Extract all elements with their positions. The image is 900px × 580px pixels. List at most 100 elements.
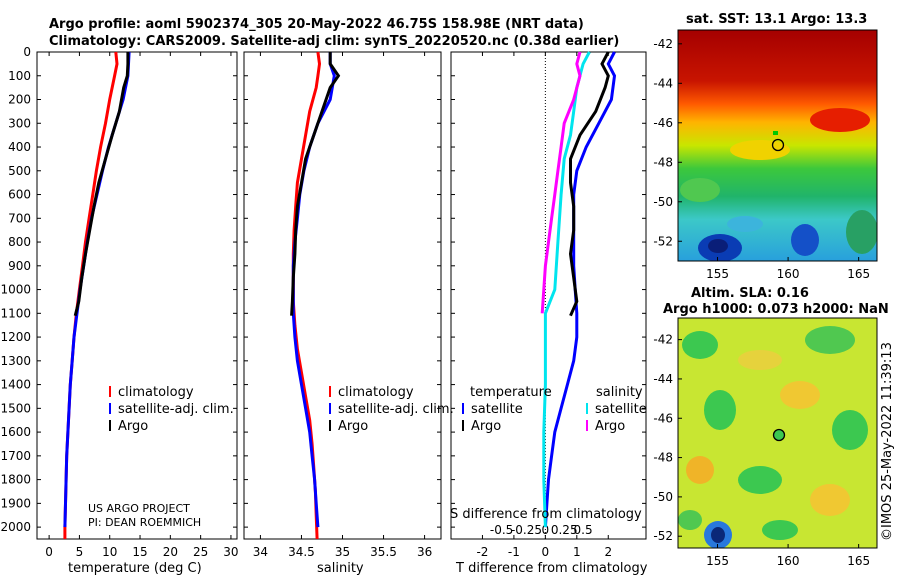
plot-frame [36,51,238,540]
x-tick-label: 10 [102,545,117,559]
y-tick-label: 100 [8,69,31,83]
series-climatology [63,51,119,539]
map-y-tick-label: -50 [653,195,673,209]
map-y-tick-label: -48 [653,451,673,465]
sla-float-marker [772,428,786,442]
legend-label: climatology [118,385,194,400]
y-tick-label: 1500 [0,401,31,415]
y-tick-label: 900 [8,259,31,273]
x-tick-label: -1 [508,545,520,559]
x-tick-label: 25 [193,545,208,559]
x-tick-label: 2 [604,545,612,559]
y-tick-label: 200 [8,93,31,107]
figure-title-line2: Climatology: CARS2009. Satellite-adj cli… [49,34,619,49]
map-x-tick-label: 165 [847,267,870,281]
map-y-tick-label: -44 [653,76,673,90]
x-tick-label: 1 [573,545,581,559]
y-tick-label: 1300 [0,354,31,368]
credit-line1: US ARGO PROJECT [88,502,190,515]
legend-label: satellite [595,402,647,417]
s-tick-label: -0.5 [490,523,513,537]
x-tick-label: 5 [76,545,84,559]
salinity-legend: climatology satellite-adj. clim. Argo [329,385,454,434]
s-tick-label: 0 [542,523,550,537]
x-tick-label: 0 [542,545,550,559]
legend-label: satellite-adj. clim. [118,402,234,417]
sla-map [677,317,878,549]
x-tick-label: 34 [253,545,268,559]
map-axes: 155 160 165 -42 -44 -46 -48 -50 -52 155 160 165 -42 -… [653,37,870,568]
legend-title-temperature: temperature [470,385,552,400]
temperature-legend: climatology satellite-adj. clim. Argo [109,385,234,434]
x-tick-label: -2 [476,545,488,559]
y-tick-label: 800 [8,235,31,249]
map-y-tick-label: -52 [653,529,673,543]
plot-frame [243,51,442,540]
y-tick-label: 400 [8,140,31,154]
y-tick-label: 300 [8,116,31,130]
series-s-argo [540,51,582,314]
map-x-tick-label: 155 [706,267,729,281]
legend-label: Argo [471,419,501,434]
map-x-tick-label: 160 [777,267,800,281]
sst-float-marker [771,138,785,152]
s-tick-label: 0.5 [574,523,593,537]
sla-map-title-line1: Altim. SLA: 0.16 [691,286,809,301]
imos-stamp: ©IMOS 25-May-2022 11:39:13 [880,342,895,541]
series-t-argo [568,51,610,317]
map-x-tick-label: 165 [847,554,870,568]
difference-xlabel: T difference from climatology [455,561,648,576]
s-tick-label: -0.25 [511,523,542,537]
y-tick-label: 1800 [0,473,31,487]
y-tick-label: 1200 [0,330,31,344]
sst-map [677,29,878,262]
x-tick-label: 35 [335,545,350,559]
y-tick-label: 600 [8,188,31,202]
credit-line2: PI: DEAN ROEMMICH [88,516,201,529]
y-tick-label: 1600 [0,425,31,439]
y-tick-label: 1400 [0,378,31,392]
y-tick-label: 2000 [0,520,31,534]
series-argo [73,52,130,317]
map-y-tick-label: -42 [653,333,673,347]
x-tick-label: 15 [132,545,147,559]
map-y-tick-label: -46 [653,411,673,425]
map-y-tick-label: -44 [653,372,673,386]
legend-label: Argo [118,419,148,434]
map-x-tick-label: 160 [777,554,800,568]
temperature-profile-plot: 0100200300400500600700800900100011001200… [0,45,238,559]
salinity-xlabel: salinity [317,561,364,576]
plot-frame [450,51,647,540]
legend-label: satellite-adj. clim. [338,402,454,417]
y-tick-label: 500 [8,164,31,178]
x-tick-label: 0 [45,545,53,559]
series-satellite-adj-clim- [63,51,131,528]
legend-label: Argo [595,419,625,434]
difference-legend: temperature salinity satellite Argo sate… [462,385,647,434]
map-x-tick-label: 155 [706,554,729,568]
map-y-tick-label: -46 [653,116,673,130]
x-tick-label: 35.5 [370,545,397,559]
difference-profile-plot: -2 -1 0 1 2 -0.5-0.25 0 0.250.5 [450,51,647,559]
map-y-tick-label: -48 [653,155,673,169]
map-y-tick-label: -42 [653,37,673,51]
x-tick-label: 30 [223,545,238,559]
temperature-xlabel: temperature (deg C) [68,561,202,576]
x-tick-label: 34.5 [288,545,315,559]
map-y-tick-label: -52 [653,234,673,248]
series-argo [290,52,341,316]
y-tick-label: 1700 [0,449,31,463]
x-tick-label: 20 [163,545,178,559]
figure-title-line1: Argo profile: aoml 5902374_305 20-May-20… [49,17,584,32]
y-tick-label: 0 [23,45,31,59]
sla-map-title-line2: Argo h1000: 0.073 h2000: NaN [663,302,889,317]
sst-map-title: sat. SST: 13.1 Argo: 13.3 [686,12,867,27]
map-y-tick-label: -50 [653,490,673,504]
series-climatology [291,51,322,540]
difference-xlabel-top: S difference from climatology [450,507,642,522]
x-tick-label: 36 [417,545,432,559]
salinity-profile-plot: 34 34.5 35 35.5 36 [243,51,442,559]
legend-label: Argo [338,419,368,434]
legend-label: satellite [471,402,523,417]
